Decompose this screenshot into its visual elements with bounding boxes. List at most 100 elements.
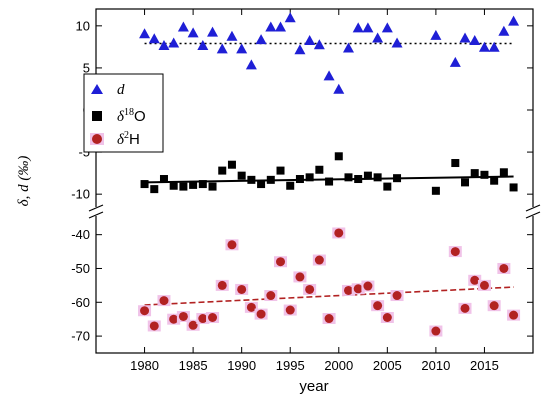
- point-circle: [470, 275, 480, 285]
- point-circle: [276, 257, 286, 267]
- point-square: [150, 185, 159, 194]
- point-square: [286, 181, 295, 190]
- point-square: [334, 152, 343, 161]
- point-square: [325, 177, 334, 186]
- point-circle: [334, 228, 344, 238]
- point-circle: [217, 280, 227, 290]
- trend-lines: [144, 42, 514, 306]
- x-tick-label: 2015: [470, 358, 499, 373]
- point-circle: [489, 301, 499, 311]
- y-tick-label: -70: [71, 329, 90, 344]
- point-square: [257, 180, 266, 189]
- point-circle: [227, 240, 237, 250]
- legend-label-d18o: δ18O: [117, 107, 146, 125]
- point-circle: [431, 326, 441, 336]
- point-square: [218, 166, 227, 175]
- point-square: [354, 175, 363, 184]
- point-square: [247, 175, 256, 184]
- right-axis-break: [525, 204, 541, 219]
- point-square: [499, 168, 508, 177]
- point-square: [159, 175, 168, 184]
- point-triangle: [342, 42, 354, 53]
- x-tick-label: 1980: [130, 358, 159, 373]
- point-square: [140, 180, 149, 189]
- point-circle: [295, 272, 305, 282]
- point-triangle: [449, 56, 461, 67]
- point-square: [480, 170, 489, 179]
- point-circle: [460, 303, 470, 313]
- point-circle: [324, 314, 334, 324]
- legend-symbol-circle: [92, 134, 102, 144]
- trend-line-circle: [144, 286, 514, 306]
- point-circle: [208, 313, 218, 322]
- x-tick-label: 1995: [276, 358, 305, 373]
- point-square: [509, 183, 518, 192]
- point-circle: [169, 314, 179, 324]
- point-square: [227, 160, 236, 169]
- point-triangle: [459, 32, 471, 43]
- point-triangle: [478, 41, 490, 52]
- point-circle: [343, 285, 353, 295]
- point-triangle: [148, 33, 160, 44]
- point-triangle: [226, 30, 238, 41]
- point-square: [179, 182, 188, 191]
- legend-symbol-square: [92, 111, 102, 121]
- y-tick-label: -10: [71, 187, 90, 202]
- x-tick-label: 2005: [373, 358, 402, 373]
- point-circle: [373, 301, 383, 311]
- point-triangle: [333, 83, 345, 94]
- point-triangle: [216, 43, 228, 54]
- point-circle: [363, 281, 373, 291]
- point-triangle: [158, 40, 170, 51]
- point-circle: [450, 247, 460, 257]
- point-square: [490, 176, 499, 185]
- point-triangle: [323, 70, 335, 81]
- point-circle: [140, 306, 150, 316]
- point-square: [295, 175, 304, 184]
- point-circle: [149, 321, 159, 331]
- point-triangle: [313, 39, 325, 50]
- point-triangle: [236, 43, 248, 54]
- legend-label-d2h: δ2H: [117, 130, 140, 148]
- point-circle: [479, 280, 489, 290]
- point-circle: [314, 255, 324, 265]
- y-tick-label: 5: [83, 60, 90, 75]
- point-square: [169, 181, 178, 190]
- point-triangle: [275, 21, 287, 32]
- point-triangle: [245, 59, 257, 70]
- point-square: [198, 180, 207, 189]
- point-square: [189, 180, 198, 189]
- point-triangle: [498, 25, 510, 36]
- point-circle: [353, 284, 363, 294]
- point-circle: [246, 302, 256, 312]
- point-triangle: [488, 41, 500, 52]
- y-tick-label: -40: [71, 227, 90, 242]
- point-triangle: [207, 26, 219, 37]
- point-square: [344, 173, 353, 182]
- data-points: [138, 12, 521, 337]
- point-triangle: [469, 34, 481, 45]
- legend-symbol-triangle: [91, 84, 103, 94]
- point-triangle: [381, 22, 393, 33]
- point-circle: [188, 320, 198, 330]
- point-square: [266, 175, 275, 184]
- point-circle: [178, 311, 188, 321]
- x-tick-label: 2000: [324, 358, 353, 373]
- point-circle: [266, 291, 276, 301]
- y-tick-label: -50: [71, 261, 90, 276]
- point-triangle: [294, 44, 306, 55]
- point-triangle: [255, 34, 267, 45]
- point-circle: [382, 313, 392, 322]
- point-triangle: [265, 21, 277, 32]
- point-square: [470, 169, 479, 178]
- point-circle: [198, 314, 208, 324]
- point-triangle: [391, 37, 403, 48]
- y-tick-label: 10: [76, 18, 90, 33]
- point-square: [208, 182, 217, 191]
- point-triangle: [352, 22, 364, 33]
- point-triangle: [177, 21, 189, 32]
- point-square: [363, 171, 372, 180]
- point-square: [315, 165, 324, 174]
- point-square: [305, 173, 314, 182]
- point-triangle: [372, 32, 384, 43]
